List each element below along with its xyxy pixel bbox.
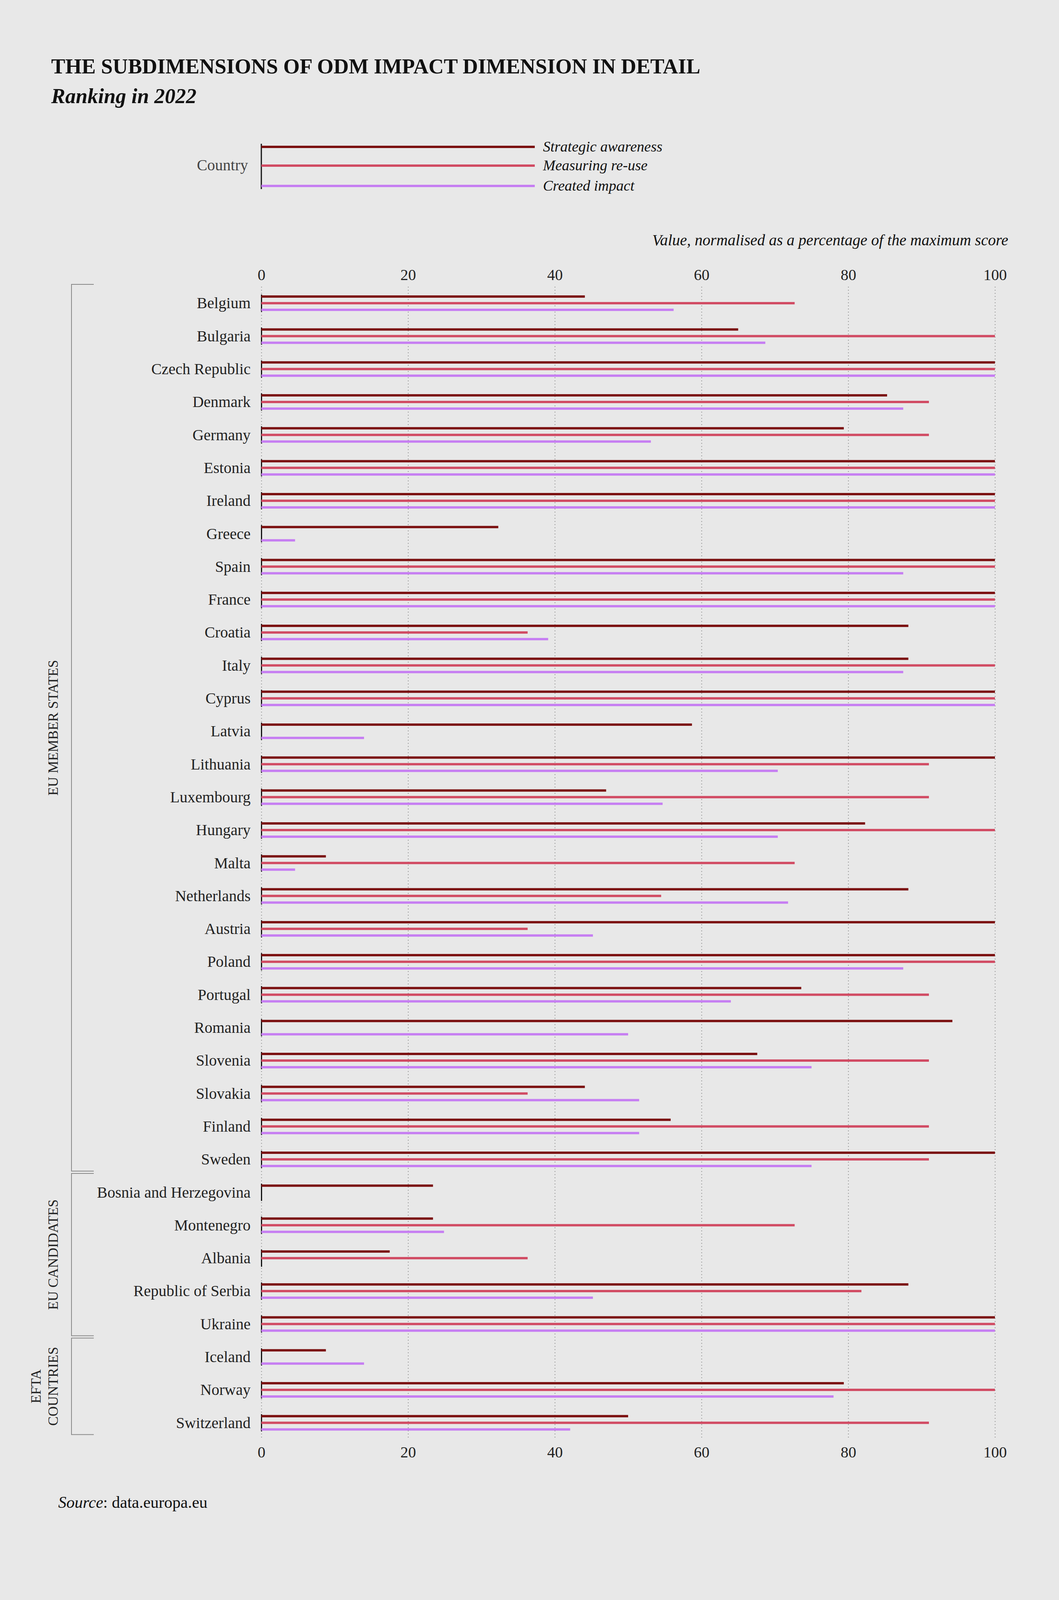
svg-text:Measuring re-use: Measuring re-use bbox=[542, 157, 648, 174]
svg-text:Romania: Romania bbox=[194, 1018, 251, 1037]
svg-text:20: 20 bbox=[400, 266, 417, 284]
svg-text:EU MEMBER STATES: EU MEMBER STATES bbox=[45, 659, 61, 796]
svg-text:Norway: Norway bbox=[200, 1380, 251, 1399]
svg-text:Slovakia: Slovakia bbox=[196, 1084, 251, 1103]
svg-text:0: 0 bbox=[257, 1443, 266, 1461]
svg-text:Austria: Austria bbox=[204, 919, 251, 938]
svg-text:Germany: Germany bbox=[192, 426, 251, 444]
svg-text:Ireland: Ireland bbox=[206, 491, 251, 510]
svg-text:Albania: Albania bbox=[201, 1249, 251, 1267]
svg-text:Finland: Finland bbox=[202, 1117, 251, 1136]
svg-text:Created impact: Created impact bbox=[542, 177, 635, 194]
svg-text:Switzerland: Switzerland bbox=[175, 1414, 251, 1432]
svg-text:Croatia: Croatia bbox=[204, 623, 251, 642]
svg-text:20: 20 bbox=[400, 1443, 417, 1461]
svg-text:80: 80 bbox=[840, 266, 857, 284]
svg-text:Czech Republic: Czech Republic bbox=[151, 360, 251, 378]
svg-text:0: 0 bbox=[257, 266, 266, 284]
svg-text:Value, normalised as a percent: Value, normalised as a percentage of the… bbox=[652, 231, 1009, 249]
svg-text:Italy: Italy bbox=[221, 656, 251, 675]
svg-text:Sweden: Sweden bbox=[201, 1150, 251, 1168]
svg-text:Slovenia: Slovenia bbox=[196, 1051, 251, 1070]
svg-text:Spain: Spain bbox=[214, 557, 251, 576]
svg-text:France: France bbox=[208, 590, 251, 609]
svg-text:60: 60 bbox=[693, 1443, 710, 1461]
svg-text:EFTACOUNTRIES: EFTACOUNTRIES bbox=[28, 1346, 61, 1426]
svg-text:Estonia: Estonia bbox=[203, 458, 251, 477]
svg-text:Belgium: Belgium bbox=[196, 294, 251, 312]
svg-text:Lithuania: Lithuania bbox=[190, 755, 251, 774]
svg-text:Portugal: Portugal bbox=[197, 985, 251, 1004]
svg-text:60: 60 bbox=[693, 266, 710, 284]
svg-text:Poland: Poland bbox=[207, 952, 251, 971]
svg-text:Montenegro: Montenegro bbox=[174, 1216, 251, 1235]
svg-text:100: 100 bbox=[983, 266, 1008, 284]
svg-text:EU CANDIDATES: EU CANDIDATES bbox=[45, 1199, 61, 1310]
svg-text:Hungary: Hungary bbox=[196, 821, 251, 839]
svg-text:Luxembourg: Luxembourg bbox=[170, 788, 251, 806]
svg-text:Bulgaria: Bulgaria bbox=[196, 327, 251, 345]
svg-text:Republic of Serbia: Republic of Serbia bbox=[133, 1282, 251, 1300]
svg-text:Latvia: Latvia bbox=[210, 722, 251, 740]
svg-text:40: 40 bbox=[547, 266, 563, 284]
svg-text:Iceland: Iceland bbox=[204, 1348, 251, 1366]
svg-text:Ranking in 2022: Ranking in 2022 bbox=[50, 84, 197, 108]
svg-text:Malta: Malta bbox=[214, 854, 251, 872]
svg-text:80: 80 bbox=[840, 1443, 857, 1461]
svg-text:Denmark: Denmark bbox=[192, 392, 251, 411]
html-text:Source: data.europa.eu: Source: data.europa.eu bbox=[58, 1493, 208, 1512]
svg-text:Country: Country bbox=[196, 156, 249, 174]
svg-text:Bosnia and Herzegovina: Bosnia and Herzegovina bbox=[96, 1183, 251, 1202]
svg-text:Greece: Greece bbox=[206, 525, 251, 543]
svg-text:Ukraine: Ukraine bbox=[200, 1315, 251, 1333]
svg-text:Netherlands: Netherlands bbox=[175, 887, 251, 905]
svg-text:100: 100 bbox=[983, 1443, 1008, 1461]
svg-text:THE SUBDIMENSIONS OF ODM IMPAC: THE SUBDIMENSIONS OF ODM IMPACT DIMENSIO… bbox=[51, 54, 701, 79]
svg-text:Strategic awareness: Strategic awareness bbox=[542, 138, 663, 155]
svg-text:Cyprus: Cyprus bbox=[205, 689, 251, 708]
svg-text:40: 40 bbox=[547, 1443, 563, 1461]
